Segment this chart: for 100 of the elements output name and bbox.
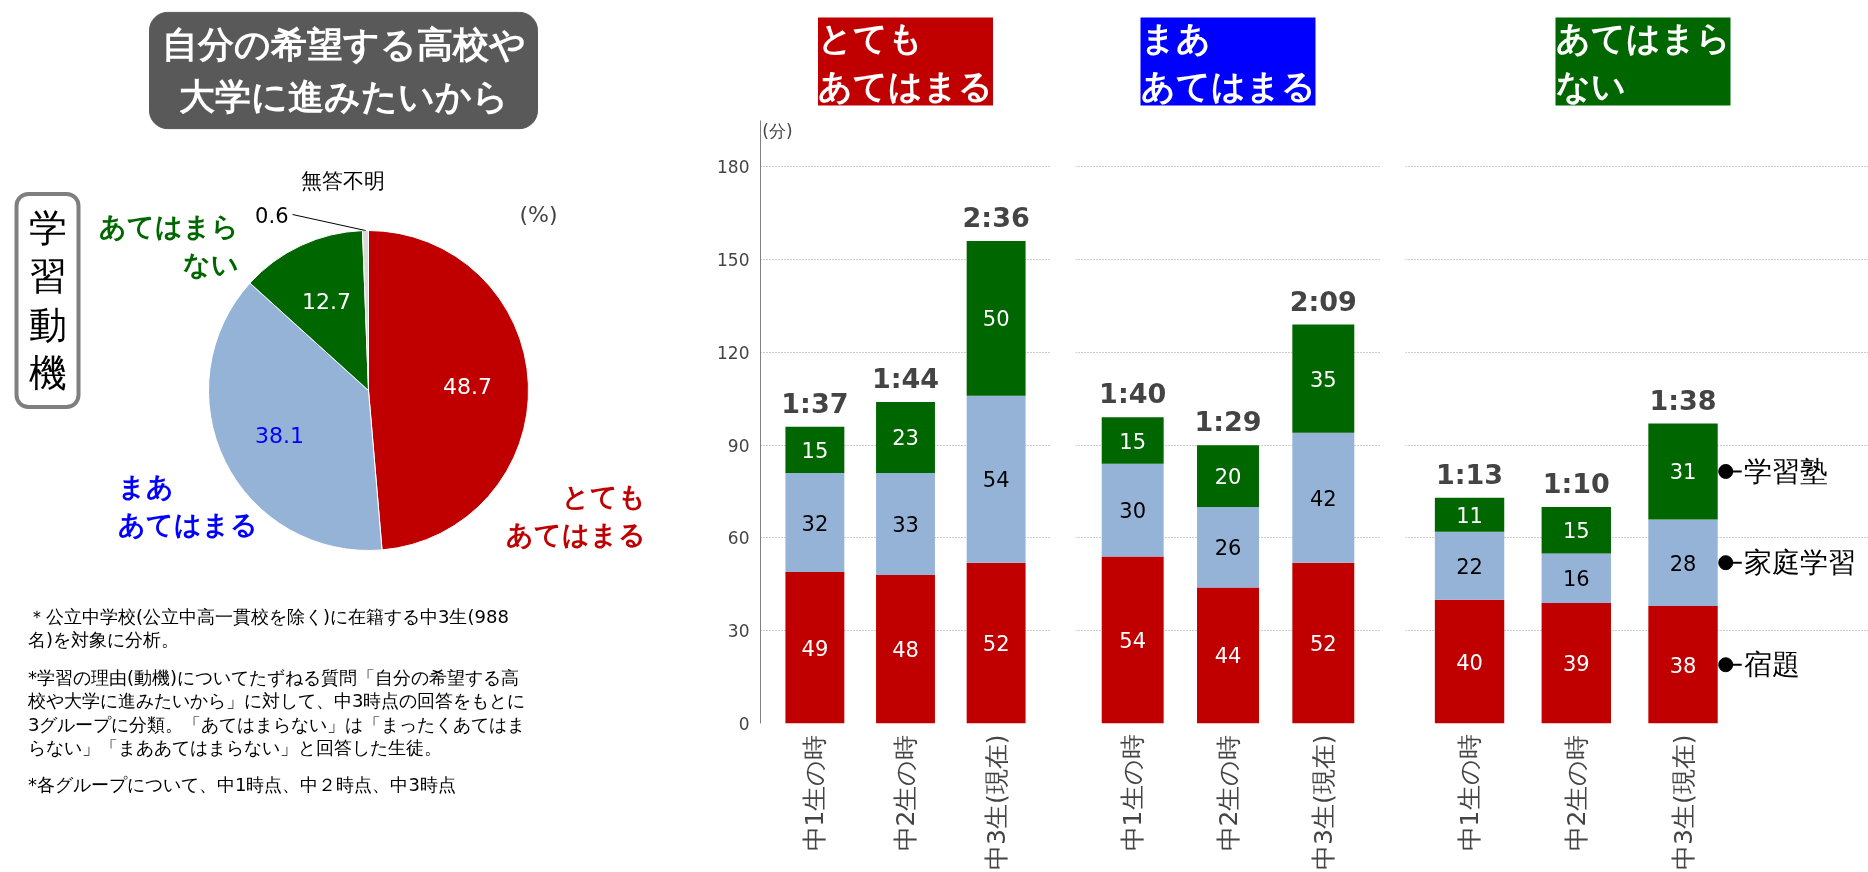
bar [1434,531,1505,600]
x-tick-label: 中2生の時 [891,734,920,852]
bar [785,571,845,724]
bar [966,562,1026,724]
data-label: 23 [892,426,919,451]
data-label: 52 [1309,632,1337,657]
x-tick-label: 中3生(現在) [1308,734,1338,870]
data-label: 54 [1119,629,1147,654]
y-tick-label: 180 [717,157,750,178]
y-tick-label: 150 [717,250,750,271]
data-label: 32 [801,511,829,536]
x-tick-label: 中2生の時 [1213,734,1243,852]
data-label: 30 [1119,499,1147,524]
bar [966,241,1026,396]
data-label: 48.7 [443,374,493,400]
series-label: 宿題 [1743,648,1800,682]
x-tick-label: 中1生の時 [1455,734,1485,852]
data-label: 0.6 [255,203,289,228]
bar [1292,324,1355,433]
data-label: 20 [1214,465,1242,490]
chart-title: とてもあてはまる [818,17,993,106]
x-tick-label: 中1生の時 [800,734,830,852]
y-axis-title: (分) [762,120,793,141]
data-label: 28 [1669,551,1697,576]
x-tick-label: 中3生(現在) [981,734,1011,870]
bar [876,575,935,724]
chart-title: あてはまらない [1555,17,1731,106]
y-tick-label: 120 [717,342,750,363]
y-tick-label: 0 [738,714,750,734]
slice-label: 無答不明 [300,168,385,193]
data-label: 12.7 [302,288,352,314]
data-label: 39 [1562,652,1590,677]
text: (%) [519,202,558,227]
bar [1197,587,1259,724]
chart-title: 自分の希望する高校や大学に進みたいから [161,24,526,117]
data-label: 49 [801,636,829,661]
bar [1541,602,1611,724]
total-label: 1:13 [1435,458,1504,490]
bar [1292,562,1355,724]
total-label: 1:10 [1542,468,1610,500]
data-label: 15 [1562,519,1590,544]
series-label: 学習塾 [1743,454,1828,488]
data-label: 40 [1456,650,1483,675]
chart-title: まああてはまる [1140,17,1316,106]
y-tick-label: 30 [727,621,750,642]
y-tick-label: 90 [727,435,750,456]
bar [1541,507,1611,554]
total-label: 1:38 [1649,384,1717,416]
data-label: 48 [892,638,919,663]
bar [1648,519,1718,606]
data-label: 38.1 [255,422,305,448]
total-label: 1:44 [871,362,940,394]
data-label: 15 [801,438,829,463]
text: 学習動機 [28,205,67,396]
slice-label: あてはまらない [98,211,239,280]
data-label: 31 [1669,460,1697,485]
bar [876,473,935,576]
bar [1434,497,1505,532]
data-label: 42 [1309,486,1337,511]
x-tick-label: 中1生の時 [1118,734,1148,852]
data-label: 26 [1214,536,1242,561]
slice-label: とてもあてはまる [505,481,646,550]
data-label: 50 [982,307,1010,332]
bar [1101,556,1164,724]
bar [1648,423,1718,520]
bar [1101,463,1164,557]
total-label: 1:40 [1099,378,1167,410]
bar [785,426,845,474]
data-label: 22 [1456,554,1483,579]
bar [1101,417,1164,464]
data-label: 11 [1456,503,1483,528]
data-label: 54 [982,468,1010,493]
x-tick-label: 中3生(現在) [1668,734,1698,870]
bar [966,395,1026,563]
data-label: 44 [1214,644,1242,669]
total-label: 1:29 [1194,406,1262,438]
y-tick-label: 60 [727,528,750,549]
x-tick-label: 中2生の時 [1561,734,1591,852]
bar [785,473,845,572]
bar [1648,605,1718,724]
data-label: 35 [1309,367,1337,392]
bar [1434,599,1505,724]
data-label: 16 [1562,567,1590,592]
total-label: 2:36 [962,202,1030,234]
total-label: 1:37 [781,387,849,419]
data-label: 38 [1669,653,1697,678]
bar [1292,432,1355,563]
total-label: 2:09 [1289,285,1357,317]
data-label: 52 [982,632,1010,657]
text: *学習の理由(動機)についてたずねる質問「自分の希望する高校や大学に進みたいから」に対して、中3時点の回答をもとに3グループに分類。「あてはまらない」は「まったくあてはまらない」「まああてはまらない」と回答した生徒。 [28,665,527,760]
text: *各グループについて、中1時点、中２時点、中3時点 [28,773,457,797]
text: ＊公立中学校(公立中高一貫校を除く)に在籍する中3生(988名)を対象に分析。 [28,605,510,652]
series-label: 家庭学習 [1743,546,1856,580]
slice-label: まああてはまる [117,471,258,540]
bar [1197,507,1259,588]
bar [876,401,935,474]
bar [1197,445,1259,508]
data-label: 33 [892,513,919,538]
data-label: 15 [1119,429,1147,454]
bar [1541,553,1611,603]
